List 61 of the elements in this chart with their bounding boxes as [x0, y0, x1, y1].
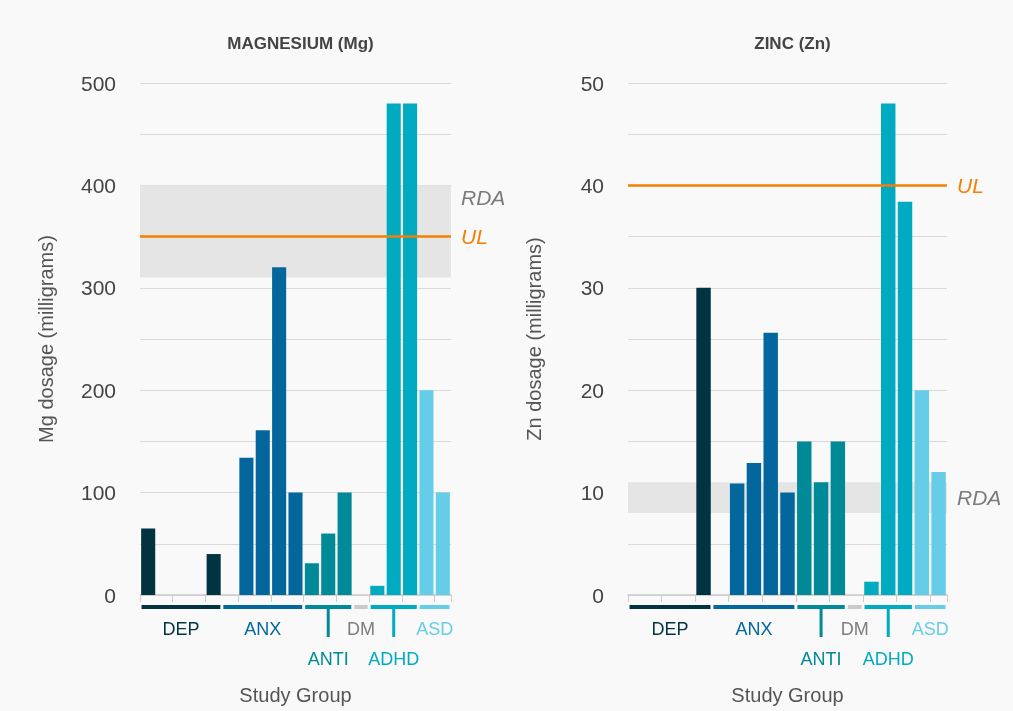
y-tick-label: 400: [80, 173, 116, 197]
legend-label: ANX: [735, 619, 773, 639]
legend-label: DM: [346, 619, 375, 639]
bar: [304, 563, 319, 595]
bar: [435, 492, 450, 595]
legend-label: ADHD: [862, 649, 914, 669]
y-tick-label: 20: [580, 378, 604, 402]
bar: [337, 492, 352, 595]
legend-label: DEP: [162, 619, 200, 639]
legend-label: ANTI: [800, 649, 842, 669]
y-tick-label: 40: [580, 173, 604, 197]
y-tick-label: 300: [80, 276, 116, 300]
chart-title: MAGNESIUM (Mg): [227, 34, 374, 53]
y-tick-label: 0: [592, 583, 604, 607]
legend-label: DM: [840, 619, 869, 639]
chart-title: ZINC (Zn): [754, 34, 831, 53]
bar: [255, 430, 270, 595]
bar: [141, 528, 156, 595]
y-axis-title: Mg dosage (milligrams): [35, 235, 57, 443]
bar: [370, 585, 385, 595]
y-tick-label: 50: [580, 71, 604, 95]
bar: [780, 492, 795, 595]
legend-label: ADHD: [368, 649, 420, 669]
ref-line-label: UL: [957, 173, 984, 197]
bar: [830, 441, 846, 595]
bar: [931, 472, 946, 595]
bar: [386, 103, 401, 595]
legend-label: ANTI: [307, 649, 349, 669]
x-axis-title: Study Group: [731, 684, 844, 706]
bar: [696, 287, 711, 595]
bar: [206, 554, 221, 595]
legend-label: ANX: [244, 619, 282, 639]
bar: [239, 457, 254, 595]
bar: [763, 332, 778, 595]
x-axis-title: Study Group: [239, 684, 352, 706]
bar: [288, 492, 303, 595]
bar: [729, 483, 745, 595]
y-tick-label: 10: [580, 481, 604, 505]
y-tick-label: 30: [580, 276, 604, 300]
y-tick-label: 200: [80, 378, 116, 402]
bar: [897, 201, 913, 595]
legend-label: ASD: [911, 619, 949, 639]
legend-label: ASD: [416, 619, 454, 639]
bar: [746, 462, 762, 595]
band-label: RDA: [957, 486, 1002, 510]
bar: [403, 103, 418, 595]
legend-label: DEP: [651, 619, 689, 639]
bar: [321, 533, 336, 595]
bar: [272, 267, 287, 595]
bar: [914, 390, 930, 595]
y-axis-title: Zn dosage (milligrams): [523, 237, 545, 441]
y-tick-label: 0: [104, 583, 116, 607]
band-label: RDA: [461, 185, 506, 209]
y-tick-label: 500: [80, 71, 116, 95]
bar: [797, 441, 812, 595]
ref-line-label: UL: [461, 225, 488, 249]
y-tick-label: 100: [80, 481, 116, 505]
bar: [881, 103, 896, 595]
bar: [864, 581, 879, 595]
bar: [419, 390, 434, 595]
bar: [813, 482, 829, 595]
